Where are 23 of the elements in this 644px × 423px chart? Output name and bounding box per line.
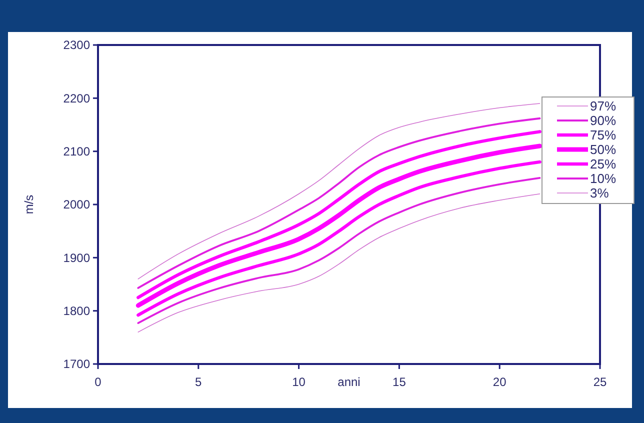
y-axis-title: m/s [22, 194, 36, 214]
x-tick-label: 15 [392, 375, 406, 389]
x-tick-label: 25 [593, 375, 607, 389]
y-tick-label: 2000 [63, 198, 90, 212]
legend-label: 3% [590, 186, 610, 201]
line-series [138, 193, 540, 332]
x-tick-label: 5 [195, 375, 202, 389]
y-tick-label: 1800 [63, 304, 90, 318]
y-tick-label: 1700 [63, 357, 90, 372]
legend-label: 25% [590, 156, 616, 172]
x-axis-title: anni [338, 375, 360, 389]
legend-label: 50% [590, 142, 616, 158]
legend-label: 10% [590, 171, 616, 186]
y-tick-label: 2100 [63, 144, 90, 159]
y-tick-label: 1900 [63, 250, 90, 265]
legend-label: 90% [590, 113, 616, 128]
x-tick-label: 0 [94, 375, 102, 389]
x-tick-label: 10 [292, 375, 306, 389]
y-tick-label: 2300 [63, 38, 90, 52]
legend-label: 75% [590, 128, 616, 143]
x-tick-label: 20 [492, 375, 507, 389]
legend-label: 97% [590, 98, 616, 114]
y-tick-label: 2200 [63, 91, 90, 106]
